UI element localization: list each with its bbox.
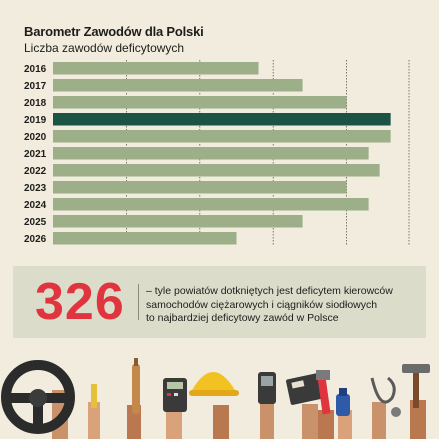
bars	[53, 62, 391, 245]
spray-bottle-icon	[336, 388, 352, 439]
stat-description: – tyle powiatów dotkniętych jest deficyt…	[146, 285, 426, 326]
category-label-2017: 2017	[24, 81, 47, 92]
stat-line-2: samochodów ciężarowych i ciągników siodł…	[146, 298, 378, 311]
category-label-2016: 2016	[24, 64, 47, 75]
category-label-2018: 2018	[24, 98, 47, 109]
hammer-icon	[402, 364, 430, 439]
category-labels: 2016 2017 2018 2019 2020 2021 2022 2023 2024 2025…	[24, 64, 47, 245]
bar-2018	[53, 96, 347, 109]
category-label-2025: 2025	[24, 217, 47, 228]
stat-callout: 326 – tyle powiatów dotkniętych jest def…	[13, 266, 426, 338]
cash-register-icon	[286, 373, 324, 439]
bar-2020	[53, 130, 391, 143]
chart-title: Barometr Zawodów dla Polski	[24, 24, 204, 39]
hands-with-tools-illustration	[1, 358, 430, 439]
category-label-2022: 2022	[24, 166, 47, 177]
stat-line-3: to najbardziej deficytowy zawód w Polsce	[146, 312, 339, 324]
pipe-wrench-icon	[316, 370, 334, 439]
stat-number: 326	[35, 273, 125, 331]
category-label-2020: 2020	[24, 132, 47, 143]
category-label-2023: 2023	[24, 183, 47, 194]
category-label-2019: 2019	[24, 115, 47, 126]
ruler-icon	[88, 384, 100, 439]
bar-2021	[53, 147, 369, 160]
stethoscope-icon	[370, 376, 401, 439]
hard-hat-icon	[189, 372, 239, 439]
chart-subtitle: Liczba zawodów deficytowych	[24, 41, 185, 55]
calculator-icon	[163, 378, 187, 439]
phone-icon	[258, 372, 276, 439]
bar-2025	[53, 215, 303, 228]
stat-divider	[138, 284, 139, 320]
bar-2024	[53, 198, 369, 211]
rolling-pin-icon	[127, 358, 141, 439]
bar-2022	[53, 164, 380, 177]
bar-2023	[53, 181, 347, 194]
bar-2016	[53, 62, 259, 75]
bar-chart: 2016 2017 2018 2019 2020 2021 2022 2023 2024 2025…	[24, 60, 410, 245]
bar-2026	[53, 232, 237, 245]
bar-2019	[53, 113, 391, 126]
category-label-2026: 2026	[24, 234, 47, 245]
steering-wheel-icon	[1, 360, 75, 439]
category-label-2024: 2024	[24, 200, 47, 211]
bar-2017	[53, 79, 303, 92]
stat-line-1: – tyle powiatów dotkniętych jest deficyt…	[146, 285, 393, 297]
category-label-2021: 2021	[24, 149, 47, 160]
